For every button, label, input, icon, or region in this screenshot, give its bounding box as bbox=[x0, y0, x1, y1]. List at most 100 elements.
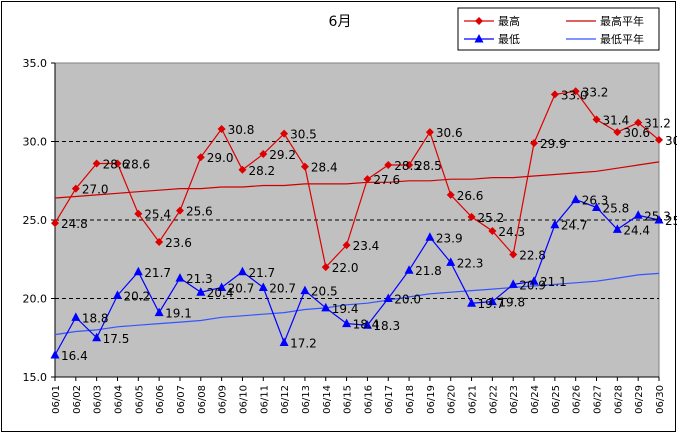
data-label: 28.6 bbox=[103, 157, 130, 171]
legend-label: 最高平年 bbox=[600, 14, 644, 28]
data-point bbox=[342, 318, 352, 328]
data-label: 18.3 bbox=[373, 319, 400, 333]
data-label: 22.0 bbox=[332, 261, 359, 275]
x-tick-label: 06/14 bbox=[322, 385, 333, 414]
data-point bbox=[467, 298, 477, 307]
data-point bbox=[217, 124, 226, 133]
data-point bbox=[155, 237, 164, 246]
x-tick-label: 06/19 bbox=[426, 385, 437, 414]
data-point bbox=[300, 162, 309, 171]
data-label: 21.1 bbox=[540, 275, 567, 289]
data-point bbox=[280, 129, 289, 138]
x-tick-label: 06/30 bbox=[655, 385, 666, 414]
data-label: 33.2 bbox=[582, 85, 609, 99]
data-label: 29.0 bbox=[207, 151, 234, 165]
data-point bbox=[321, 263, 330, 272]
series-line-最高平年 bbox=[54, 161, 660, 199]
data-point bbox=[592, 202, 602, 211]
data-point bbox=[238, 165, 247, 174]
data-label: 23.4 bbox=[353, 239, 380, 253]
data-label: 18.4 bbox=[353, 318, 380, 332]
data-label: 24.4 bbox=[623, 223, 650, 237]
data-label: 31.2 bbox=[644, 117, 671, 131]
data-point bbox=[50, 350, 60, 359]
data-point bbox=[134, 209, 143, 218]
x-tick-label: 06/07 bbox=[176, 385, 187, 414]
data-label: 21.8 bbox=[415, 264, 442, 278]
data-point bbox=[488, 226, 497, 235]
data-label: 28.4 bbox=[311, 161, 338, 175]
x-tick-label: 06/25 bbox=[551, 385, 562, 414]
x-tick-label: 06/21 bbox=[468, 385, 479, 414]
data-label: 26.6 bbox=[457, 189, 484, 203]
data-point bbox=[571, 194, 581, 204]
x-tick-label: 06/23 bbox=[509, 385, 520, 414]
data-point bbox=[259, 150, 268, 159]
data-label: 20.4 bbox=[207, 286, 234, 300]
data-point bbox=[258, 282, 268, 292]
data-label: 25.2 bbox=[478, 211, 505, 225]
x-tick-label: 06/08 bbox=[197, 385, 208, 414]
legend-marker bbox=[474, 34, 484, 43]
data-label: 30.1 bbox=[665, 134, 677, 148]
data-label: 20.2 bbox=[123, 289, 150, 303]
data-point bbox=[467, 212, 476, 221]
data-point bbox=[342, 241, 351, 250]
data-label: 31.4 bbox=[603, 114, 630, 128]
x-tick-label: 06/29 bbox=[634, 385, 645, 414]
data-point bbox=[71, 184, 80, 193]
data-label: 26.3 bbox=[582, 194, 609, 208]
data-point bbox=[362, 320, 372, 329]
data-point bbox=[175, 206, 184, 215]
x-tick-label: 06/10 bbox=[238, 385, 249, 414]
x-tick-label: 06/20 bbox=[447, 385, 458, 414]
data-label: 22.3 bbox=[457, 256, 484, 270]
data-label: 24.7 bbox=[561, 219, 588, 233]
data-label: 30.5 bbox=[290, 128, 317, 142]
data-point bbox=[425, 128, 434, 137]
data-label: 27.6 bbox=[373, 173, 400, 187]
data-point bbox=[612, 224, 622, 233]
x-tick-label: 06/27 bbox=[593, 385, 604, 414]
data-label: 28.5 bbox=[415, 159, 442, 173]
data-point bbox=[529, 276, 539, 285]
data-label: 23.9 bbox=[436, 231, 463, 245]
data-label: 30.8 bbox=[228, 123, 255, 137]
x-tick-label: 06/09 bbox=[218, 385, 229, 414]
data-label: 21.3 bbox=[186, 272, 213, 286]
data-label: 29.9 bbox=[540, 137, 567, 151]
data-label: 28.5 bbox=[394, 159, 421, 173]
x-tick-label: 06/24 bbox=[530, 385, 541, 414]
data-point bbox=[530, 139, 539, 148]
data-point bbox=[613, 128, 622, 137]
data-label: 27.0 bbox=[82, 183, 109, 197]
data-point bbox=[384, 161, 393, 170]
series-line-最高 bbox=[54, 90, 660, 269]
data-point bbox=[279, 337, 289, 346]
data-point bbox=[321, 302, 331, 312]
x-tick-label: 06/16 bbox=[363, 385, 374, 414]
x-tick-label: 06/11 bbox=[259, 385, 270, 414]
data-point bbox=[404, 265, 414, 274]
data-label: 19.8 bbox=[498, 296, 525, 310]
x-tick-label: 06/04 bbox=[113, 385, 124, 414]
data-label: 25.0 bbox=[665, 214, 677, 228]
series-line-最低平年 bbox=[54, 272, 660, 336]
data-label: 20.5 bbox=[311, 285, 338, 299]
data-point bbox=[654, 215, 664, 224]
data-label: 21.7 bbox=[144, 266, 171, 280]
data-label: 30.6 bbox=[436, 126, 463, 140]
data-label: 24.8 bbox=[61, 217, 88, 231]
data-label: 19.4 bbox=[332, 302, 359, 316]
chart-title: 6月 bbox=[329, 14, 352, 30]
x-tick-label: 06/03 bbox=[93, 385, 104, 414]
data-label: 25.3 bbox=[644, 209, 671, 223]
data-point bbox=[92, 332, 102, 342]
data-label: 22.8 bbox=[519, 249, 546, 263]
data-label: 23.6 bbox=[165, 236, 192, 250]
data-point bbox=[383, 293, 393, 302]
data-label: 19.7 bbox=[478, 297, 505, 311]
y-tick-label: 35.0 bbox=[23, 57, 48, 70]
data-point bbox=[217, 282, 227, 292]
